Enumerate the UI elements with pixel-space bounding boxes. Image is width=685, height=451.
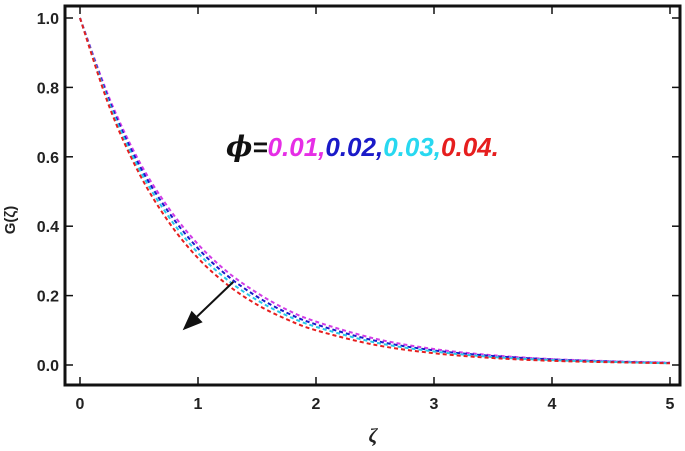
series-layer	[79, 17, 671, 365]
x-tick-label-5: 5	[666, 396, 675, 413]
x-tick-label-3: 3	[430, 396, 439, 413]
arrow-shaft	[196, 280, 235, 318]
ticks-layer: 0 1 2 3 4 5 0.0 0.2 0.4 0.6 0.8 1.0	[37, 6, 680, 413]
y-tick-label-0.0: 0.0	[37, 358, 59, 375]
annotation-value-2: 0.02,	[325, 132, 383, 162]
arrow-layer	[182, 280, 235, 331]
x-tick-label-2: 2	[312, 396, 321, 413]
y-tick-label-0.6: 0.6	[37, 150, 59, 167]
y-tick-label-0.8: 0.8	[37, 80, 59, 97]
plot-frame	[63, 4, 682, 387]
x-tick-label-4: 4	[548, 396, 557, 413]
annotation-label: ϕ=0.01,0.02,0.03,0.04.	[226, 130, 499, 163]
series-line-3	[79, 17, 671, 365]
y-axis-title: G(ζ)	[2, 206, 19, 235]
annotation-value-3: 0.03,	[383, 132, 441, 162]
x-tick-label-0: 0	[76, 396, 85, 413]
y-tick-label-0.4: 0.4	[37, 219, 59, 236]
x-axis-title: ζ	[369, 425, 379, 447]
series-line-1	[79, 17, 671, 364]
y-tick-label-0.2: 0.2	[37, 289, 59, 306]
arrow-head	[182, 310, 203, 331]
y-tick-label-1.0: 1.0	[37, 11, 59, 28]
annotation-symbol: ϕ	[226, 130, 252, 163]
x-tick-label-1: 1	[194, 396, 203, 413]
annotation-value-4: 0.04.	[441, 132, 499, 162]
annotation-value-1: 0.01,	[268, 132, 326, 162]
annotation-equals: =	[252, 132, 267, 162]
